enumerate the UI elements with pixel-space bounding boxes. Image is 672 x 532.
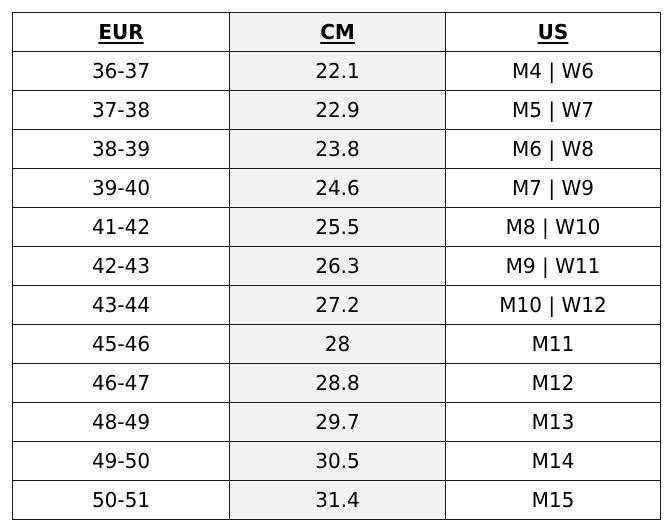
cell-us: M6 | W8 — [445, 129, 661, 169]
header-eur: EUR — [12, 12, 230, 52]
cell-cm: 30.5 — [229, 441, 446, 481]
cell-us: M4 | W6 — [445, 51, 661, 91]
table-row: 37-38 22.9 M5 | W7 — [12, 90, 661, 130]
header-cm: CM — [229, 12, 446, 52]
cell-us: M13 — [445, 402, 661, 442]
cell-eur: 39-40 — [12, 168, 230, 208]
cell-cm: 22.1 — [229, 51, 446, 91]
cell-eur: 45-46 — [12, 324, 230, 364]
cell-cm: 24.6 — [229, 168, 446, 208]
cell-cm: 25.5 — [229, 207, 446, 247]
cell-eur: 43-44 — [12, 285, 230, 325]
table-row: 45-46 28 M11 — [12, 324, 661, 364]
cell-us: M5 | W7 — [445, 90, 661, 130]
cell-us: M12 — [445, 363, 661, 403]
cell-cm: 31.4 — [229, 480, 446, 520]
table-row: 46-47 28.8 M12 — [12, 363, 661, 403]
cell-cm: 27.2 — [229, 285, 446, 325]
cell-us: M8 | W10 — [445, 207, 661, 247]
cell-eur: 37-38 — [12, 90, 230, 130]
cell-cm: 22.9 — [229, 90, 446, 130]
cell-eur: 41-42 — [12, 207, 230, 247]
header-us: US — [445, 12, 661, 52]
table-row: 43-44 27.2 M10 | W12 — [12, 285, 661, 325]
cell-us: M7 | W9 — [445, 168, 661, 208]
cell-us: M9 | W11 — [445, 246, 661, 286]
cell-us: M14 — [445, 441, 661, 481]
cell-eur: 42-43 — [12, 246, 230, 286]
table-row: 39-40 24.6 M7 | W9 — [12, 168, 661, 208]
table-row: 38-39 23.8 M6 | W8 — [12, 129, 661, 169]
cell-us: M15 — [445, 480, 661, 520]
cell-eur: 49-50 — [12, 441, 230, 481]
table-row: 36-37 22.1 M4 | W6 — [12, 51, 661, 91]
cell-us: M11 — [445, 324, 661, 364]
cell-eur: 46-47 — [12, 363, 230, 403]
cell-eur: 38-39 — [12, 129, 230, 169]
cell-cm: 26.3 — [229, 246, 446, 286]
table-row: 50-51 31.4 M15 — [12, 480, 661, 520]
table-row: 42-43 26.3 M9 | W11 — [12, 246, 661, 286]
cell-eur: 36-37 — [12, 51, 230, 91]
size-chart-table: EUR CM US 36-37 22.1 M4 | W6 37-38 22.9 … — [12, 12, 661, 520]
table-row: 48-49 29.7 M13 — [12, 402, 661, 442]
cell-cm: 28 — [229, 324, 446, 364]
cell-cm: 29.7 — [229, 402, 446, 442]
table-row: 49-50 30.5 M14 — [12, 441, 661, 481]
cell-cm: 23.8 — [229, 129, 446, 169]
cell-us: M10 | W12 — [445, 285, 661, 325]
header-row: EUR CM US — [12, 12, 661, 52]
cell-eur: 48-49 — [12, 402, 230, 442]
cell-cm: 28.8 — [229, 363, 446, 403]
table-row: 41-42 25.5 M8 | W10 — [12, 207, 661, 247]
cell-eur: 50-51 — [12, 480, 230, 520]
